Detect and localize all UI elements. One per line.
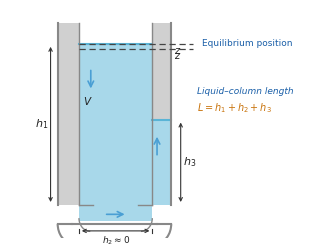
Text: $h_2 \approx 0$: $h_2 \approx 0$ xyxy=(102,235,130,247)
Text: $z$: $z$ xyxy=(173,51,181,61)
Text: $h_3$: $h_3$ xyxy=(183,155,196,169)
Text: $z$: $z$ xyxy=(173,46,181,56)
Text: $L = h_1 + h_2 + h_3$: $L = h_1 + h_2 + h_3$ xyxy=(197,101,272,115)
Bar xyxy=(79,44,152,205)
Bar xyxy=(79,205,152,221)
Bar xyxy=(152,120,171,205)
Text: Liquid–column length: Liquid–column length xyxy=(197,87,294,96)
Text: $h_1$: $h_1$ xyxy=(35,118,48,131)
Bar xyxy=(152,23,171,205)
Text: Equilibrium position: Equilibrium position xyxy=(202,40,292,49)
Bar xyxy=(58,23,79,205)
Text: $V$: $V$ xyxy=(83,95,92,107)
